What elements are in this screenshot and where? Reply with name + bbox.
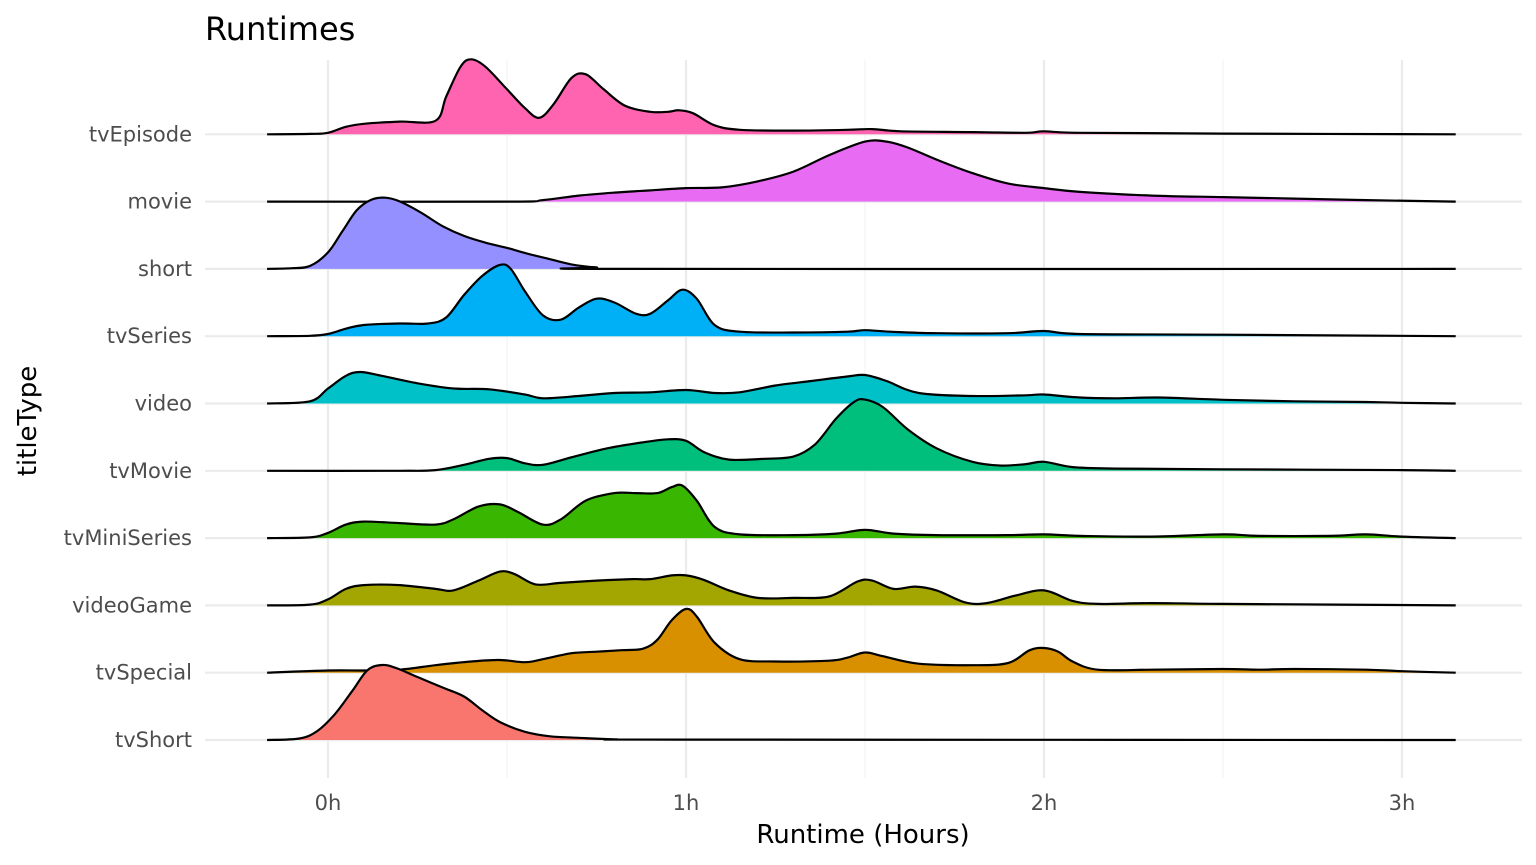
y-tick-label-videoGame: videoGame — [72, 593, 192, 617]
y-tick-label-tvMovie: tvMovie — [109, 459, 192, 483]
chart-title: Runtimes — [205, 10, 355, 48]
y-tick-label-tvSeries: tvSeries — [107, 324, 192, 348]
ridge-fill-movie — [267, 140, 1456, 202]
ridge-fill-tvShort — [267, 664, 1456, 740]
ridge-tvMovie — [267, 397, 1456, 472]
y-tick-label-tvMiniSeries: tvMiniSeries — [64, 526, 192, 550]
ridge-fill-tvMovie — [267, 399, 1456, 471]
ridge-fill-tvMiniSeries — [267, 484, 1456, 539]
ridge-fill-videoGame — [267, 571, 1456, 606]
ridges — [267, 58, 1456, 742]
x-tick-label-0: 0h — [315, 791, 342, 815]
x-tick-labels: 0h 1h 2h 3h — [315, 791, 1416, 815]
ridge-movie — [267, 139, 1456, 203]
y-tick-label-tvShort: tvShort — [115, 728, 192, 752]
ridge-outline-tvShort — [267, 663, 1456, 742]
ridge-outline-tvMiniSeries — [267, 483, 1456, 540]
ridge-short — [267, 196, 1456, 271]
ridge-outline-tvEpisode — [267, 58, 1456, 136]
ridge-video — [267, 370, 1456, 405]
x-tick-label-2: 2h — [1031, 791, 1058, 815]
ridge-outline-tvSpecial — [267, 607, 1456, 674]
ridge-videoGame — [267, 570, 1456, 607]
y-tick-label-short: short — [138, 257, 192, 281]
x-axis-title: Runtime (Hours) — [756, 820, 969, 850]
ridge-outline-short — [267, 196, 1456, 271]
ridge-tvMiniSeries — [267, 483, 1456, 540]
x-tick-label-3: 3h — [1389, 791, 1416, 815]
ridge-outline-videoGame — [267, 570, 1456, 607]
ridge-outline-tvSeries — [267, 263, 1456, 338]
ridge-fill-video — [267, 372, 1456, 404]
ridge-outline-movie — [267, 139, 1456, 203]
x-tick-label-1: 1h — [673, 791, 700, 815]
ridge-tvSpecial — [267, 607, 1456, 674]
y-tick-labels: tvEpisode movie short tvSeries video tvMovie t… — [64, 122, 192, 752]
ridge-fill-tvEpisode — [267, 59, 1456, 135]
ridge-outline-tvMovie — [267, 397, 1456, 472]
ridge-tvSeries — [267, 263, 1456, 338]
y-tick-label-tvSpecial: tvSpecial — [96, 661, 192, 685]
ridge-tvEpisode — [267, 58, 1456, 136]
y-tick-label-movie: movie — [128, 190, 193, 214]
y-axis-title: titleType — [13, 366, 43, 477]
ridge-fill-tvSeries — [267, 264, 1456, 337]
ridge-fill-tvSpecial — [267, 608, 1456, 673]
y-tick-label-video: video — [135, 392, 192, 416]
ridge-tvShort — [267, 663, 1456, 742]
ridge-outline-video — [267, 370, 1456, 405]
ridge-fill-short — [267, 197, 1456, 270]
y-tick-label-tvEpisode: tvEpisode — [89, 122, 192, 146]
